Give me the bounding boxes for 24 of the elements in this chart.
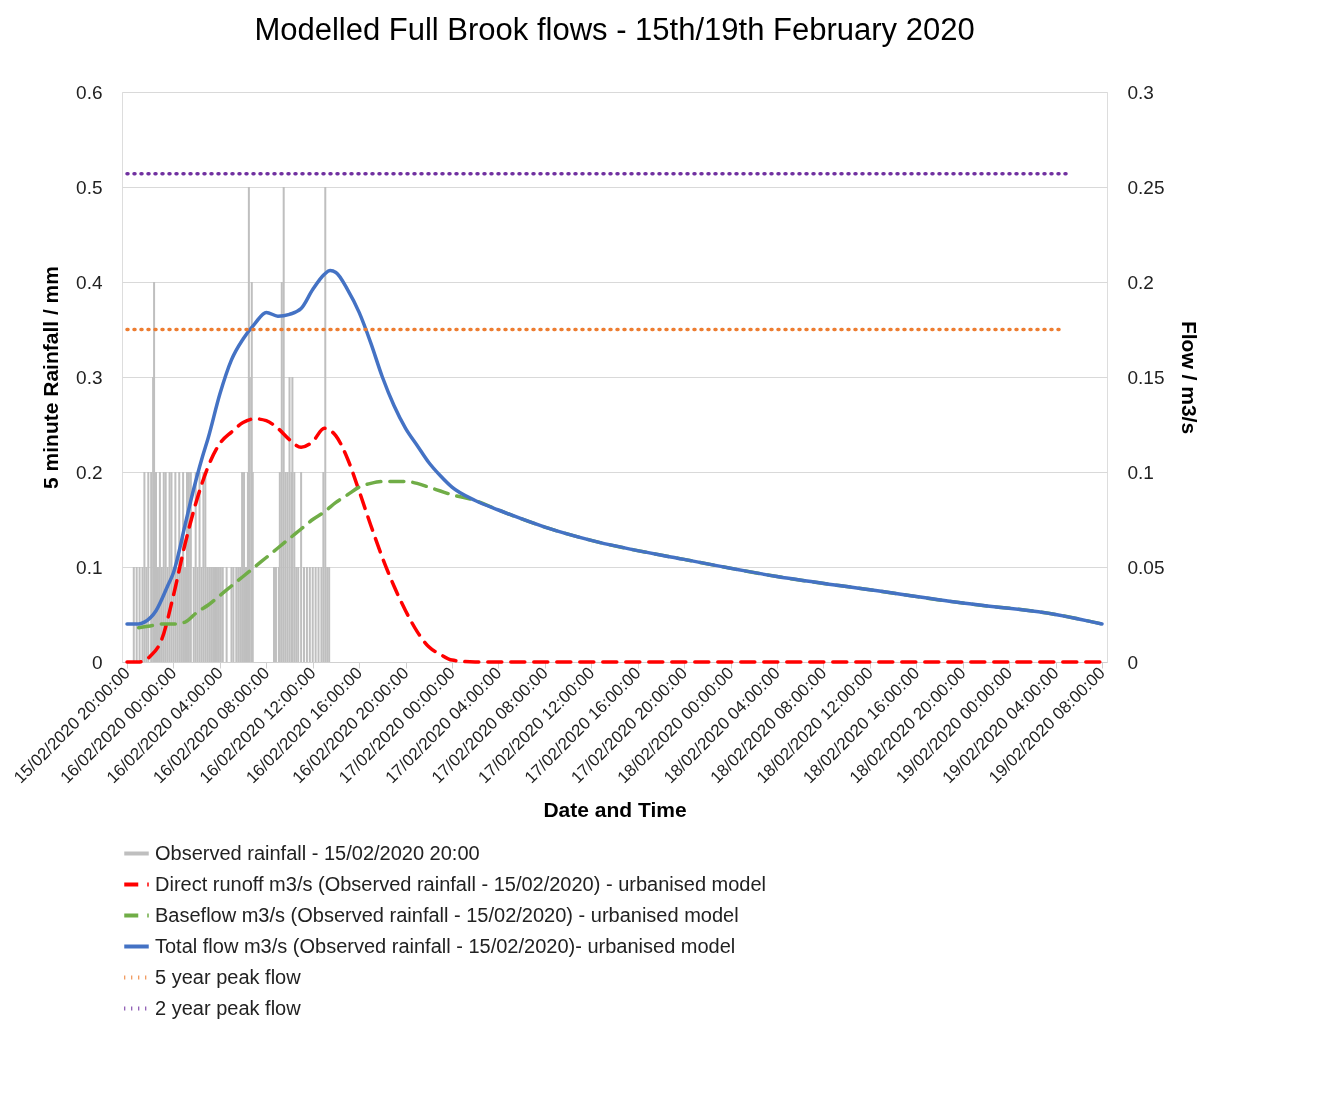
y-tick-label: 0.1: [76, 556, 103, 578]
y2-tick-label: 0: [1127, 651, 1139, 673]
y-tick-label: 0.5: [76, 176, 103, 198]
y-tick-label: 0.2: [76, 461, 103, 483]
y2-tick-label: 0.1: [1127, 461, 1154, 483]
y2-tick-label: 0.15: [1127, 366, 1165, 388]
legend-label: Total flow m3/s (Observed rainfall - 15/02/2020)- urbanised model: [155, 934, 736, 957]
y-tick-label: 0.6: [76, 81, 103, 103]
legend-label: Observed rainfall - 15/02/2020 20:00: [155, 841, 480, 864]
y2-tick-label: 0.25: [1127, 176, 1165, 198]
y-tick-label: 0: [91, 651, 103, 673]
y2-tick-label: 0.2: [1127, 271, 1154, 293]
legend-label: 2 year peak flow: [155, 996, 302, 1019]
x-axis-title: Date and Time: [543, 798, 687, 822]
y-tick-label: 0.3: [76, 366, 103, 388]
y-axis-title: 5 minute Rainfall / mm: [39, 266, 63, 489]
y2-tick-label: 0.3: [1127, 81, 1154, 103]
legend-label: Direct runoff m3/s (Observed rainfall - 15/02/2020) - urbanised model: [155, 872, 767, 895]
legend-label: Baseflow m3/s (Observed rainfall - 15/02/2020) - urbanised model: [155, 903, 739, 926]
y-tick-label: 0.4: [76, 271, 103, 293]
chart-title: Modelled Full Brook flows - 15th/19th February 2020: [254, 12, 975, 47]
y2-tick-label: 0.05: [1127, 556, 1165, 578]
y2-axis-title: Flow / m3/s: [1178, 320, 1202, 435]
legend-label: 5 year peak flow: [155, 965, 302, 988]
